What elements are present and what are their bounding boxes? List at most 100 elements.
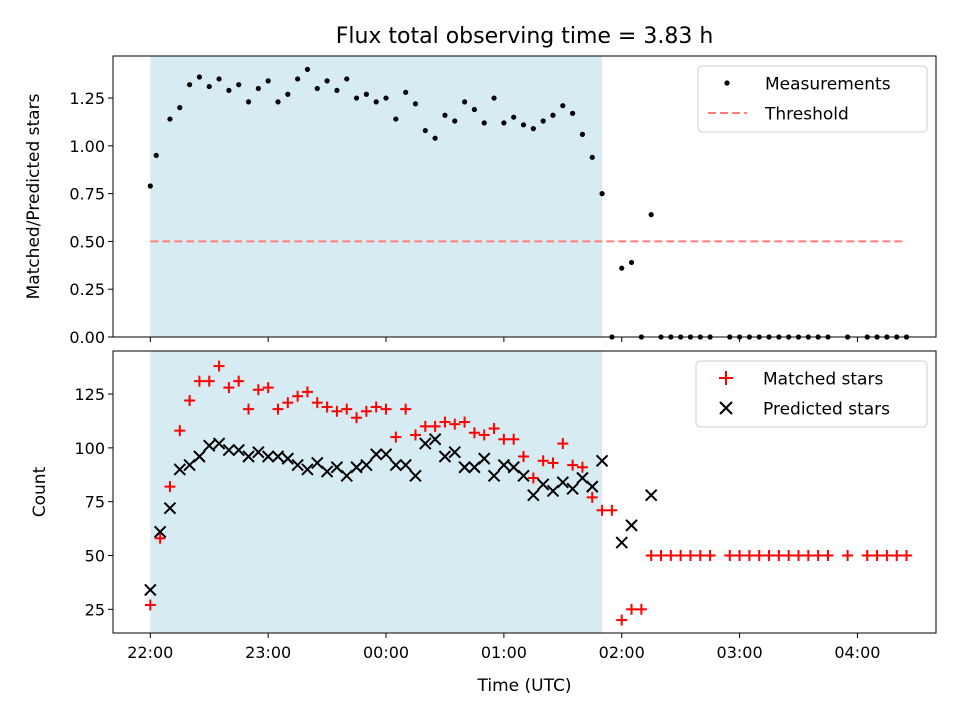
measurement-point [511, 114, 517, 120]
x-tick-label: 23:00 [245, 643, 291, 662]
predicted-star-point [468, 461, 481, 474]
matched-star-point [567, 459, 579, 471]
matched-star-point [655, 550, 667, 562]
measurement-point [304, 66, 311, 72]
matched-star-point [468, 427, 480, 439]
matched-star-point [812, 550, 824, 562]
predicted-star-point [448, 445, 461, 459]
matched-star-point [252, 384, 264, 396]
measurement-point [353, 95, 360, 101]
measurement-point [619, 265, 625, 271]
predicted-star-point [487, 469, 501, 483]
matched-star-point [223, 382, 235, 394]
matched-star-point [773, 550, 785, 562]
ratio-y-tick-label: 0.50 [69, 232, 105, 251]
predicted-star-point [428, 433, 442, 446]
predicted-star-point [566, 482, 579, 495]
ratio-y-tick-label: 1.25 [69, 89, 105, 108]
measurement-point [491, 95, 497, 101]
measurement-point [147, 183, 153, 189]
measurement-point [206, 83, 212, 90]
matched-star-point [891, 550, 903, 562]
matched-star-point [901, 550, 913, 562]
ratio-y-tick-label: 0.00 [69, 328, 105, 347]
ratio-y-axis-label: Matched/Predicted stars [24, 93, 44, 299]
measurement-point [628, 259, 635, 266]
matched-star-point [793, 550, 805, 562]
ratio-y-tick-label: 1.00 [69, 137, 105, 156]
matched-star-point [311, 397, 323, 409]
predicted-star-point [350, 461, 363, 474]
predicted-star-point [379, 448, 393, 461]
matched-star-point [341, 403, 353, 415]
legend-matched-marker [719, 371, 733, 385]
measurement-point [177, 105, 183, 111]
ratio-panel: 0.00 0.25 0.50 0.75 1.00 1.25 Matched/Predict… [24, 55, 937, 347]
matched-star-point [576, 461, 588, 473]
matched-star-point [262, 382, 274, 394]
matched-star-point [557, 438, 569, 450]
measurement-point [216, 76, 222, 82]
matched-star-point [626, 603, 638, 615]
matched-star-point [518, 450, 530, 462]
predicted-star-point [311, 456, 324, 470]
predicted-star-point [536, 478, 550, 491]
matched-star-point [233, 375, 245, 387]
measurement-point [373, 99, 379, 105]
measurement-point [579, 131, 586, 137]
measurement-point [383, 95, 389, 101]
predicted-star-point [281, 452, 295, 465]
predicted-star-point [360, 458, 373, 472]
measurement-point [520, 122, 527, 128]
matched-star-point [606, 504, 618, 516]
matched-star-point [203, 375, 215, 387]
measurement-point [167, 116, 173, 122]
matched-star-point [616, 614, 628, 626]
matched-star-point [174, 425, 186, 437]
predicted-star-point [252, 445, 265, 459]
measurement-point [285, 91, 291, 97]
matched-star-point [154, 532, 166, 544]
count-y-axis-label: Count [30, 466, 50, 517]
predicted-star-point [389, 458, 403, 472]
x-tick-label: 04:00 [834, 643, 880, 662]
count-y-tick-label: 125 [74, 385, 105, 404]
count-plot-frame [112, 350, 937, 634]
predicted-star-point [615, 536, 628, 549]
ratio-y-tick-label: 0.25 [69, 280, 105, 299]
matched-star-point [184, 395, 196, 407]
measurement-point [403, 89, 409, 95]
predicted-star-point [173, 463, 186, 476]
ratio-legend: Measurements Threshold [697, 65, 928, 133]
matched-star-point [508, 433, 520, 445]
measurement-point [314, 85, 320, 92]
predicted-star-point [183, 458, 196, 472]
measurement-point [560, 103, 566, 109]
measurement-point [344, 76, 350, 82]
predicted-star-point [369, 448, 383, 461]
measurement-point [245, 99, 252, 105]
predicted-star-point [232, 443, 245, 457]
predicted-star-point [242, 450, 255, 463]
matched-star-point [694, 550, 706, 562]
measurement-point [432, 135, 438, 141]
matched-star-point [861, 550, 873, 562]
x-tick-label: 01:00 [481, 643, 527, 662]
measurement-point [481, 120, 487, 126]
legend-threshold-label: Threshold [764, 105, 849, 125]
predicted-star-point [546, 484, 560, 498]
legend-measurements-label: Measurements [765, 75, 891, 95]
measurement-point [412, 101, 419, 107]
count-panel: 25 50 75 100 125 22:00 23:00 00:00 01:00 02:00 03… [30, 350, 937, 696]
predicted-star-point [153, 525, 167, 539]
matched-star-point [144, 599, 156, 611]
matched-star-point [842, 550, 854, 562]
matched-star-point [282, 397, 294, 409]
measurement-point [550, 112, 556, 118]
predicted-star-point [144, 583, 157, 597]
matched-star-point [380, 403, 392, 415]
measurement-point [570, 110, 576, 116]
count-span-highlight [150, 351, 603, 633]
predicted-star-point [507, 461, 520, 474]
chart-title: Flux total observing time = 3.83 h [336, 24, 714, 49]
